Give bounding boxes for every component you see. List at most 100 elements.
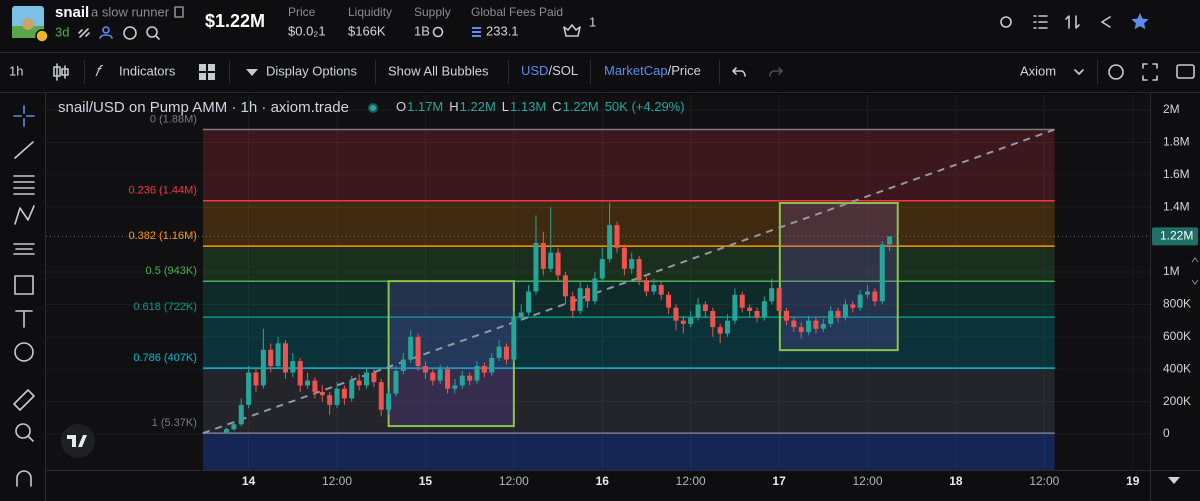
refresh-icon[interactable] [432, 26, 444, 38]
magnet-tool[interactable] [16, 470, 32, 487]
candle-body [643, 280, 649, 292]
candle-body [334, 388, 340, 405]
emoji-tool[interactable] [14, 342, 34, 362]
candle-body [253, 372, 259, 386]
toolbar: 1h 𝑓 Indicators Display Options Show All… [0, 60, 1200, 93]
fib-label: 0.786 (407K) [133, 352, 197, 364]
share-icon[interactable] [1101, 16, 1111, 28]
ohlc-key: L [502, 99, 509, 114]
chart-type-icon[interactable] [53, 63, 69, 81]
market-cap: $1.22M [205, 11, 265, 31]
candle-body [518, 312, 524, 318]
currency-toggle[interactable]: USD/SOL [521, 63, 578, 78]
candle-body [577, 288, 583, 311]
candle-body [776, 288, 782, 311]
y-tick-label: 1.8M [1163, 135, 1190, 149]
candle-body [570, 296, 576, 311]
link-icon[interactable] [78, 28, 90, 38]
shape-tool[interactable] [14, 275, 34, 295]
candle-body [371, 372, 377, 383]
bubbles-button[interactable]: Show All Bubbles [388, 63, 489, 78]
fib-tool[interactable] [13, 175, 35, 195]
candle-body [378, 382, 384, 410]
provider-select[interactable]: Axiom [1020, 63, 1056, 78]
fib-label: 0.236 (1.44M) [128, 185, 196, 197]
stat-value: $166K [348, 23, 386, 38]
zoom-tool[interactable] [15, 423, 31, 439]
undo-icon[interactable] [732, 67, 746, 77]
user-icon[interactable] [102, 26, 110, 34]
logo-snail [22, 18, 34, 30]
y-tick-label: 400K [1163, 361, 1191, 375]
display-options[interactable]: Display Options [266, 63, 358, 78]
candle-body [540, 242, 546, 269]
fib-extension [202, 433, 1055, 470]
settings-icon[interactable] [1000, 16, 1012, 28]
candle-body [268, 349, 274, 367]
redo-icon[interactable] [769, 67, 783, 77]
search-icon[interactable] [146, 26, 158, 38]
chart: 0 (1.88M)0.236 (1.44M)0.382 (1.16M)0.5 (… [46, 93, 1200, 501]
y-tick-label: 1.4M [1163, 199, 1190, 213]
stat-value: 1B [414, 23, 430, 38]
chart-settings-icon[interactable] [1108, 64, 1124, 80]
candle-body [511, 317, 517, 360]
candle-body [702, 304, 708, 311]
candle-body [238, 404, 244, 425]
candle-body [621, 247, 627, 269]
pattern-tool[interactable] [14, 205, 35, 225]
candle-body [658, 285, 664, 295]
crosshair-tool[interactable] [13, 105, 35, 127]
sol-icon [472, 27, 481, 37]
y-tick-label: 200K [1163, 394, 1191, 408]
candle-body [857, 294, 863, 308]
x-tick-label: 18 [949, 474, 963, 488]
chevron-icon [1074, 69, 1084, 75]
snapshot-icon[interactable] [1176, 64, 1195, 79]
candle-body [231, 424, 237, 430]
swap-icon[interactable] [1065, 15, 1080, 29]
copy-icon[interactable] [174, 6, 184, 18]
y-tick-label: 800K [1163, 297, 1191, 311]
list-icon[interactable] [1033, 15, 1048, 29]
candle-body [459, 375, 465, 386]
candle-body [562, 275, 568, 297]
currency-active: USD [521, 63, 548, 78]
candle-body [437, 369, 443, 381]
layout-icon[interactable] [199, 64, 215, 80]
stat-label: Price [288, 5, 316, 19]
y-tick-label: 0 [1163, 426, 1170, 440]
candle-body [842, 304, 848, 318]
candle-body [555, 252, 561, 276]
mode-other: /Price [668, 63, 701, 78]
status-dot-core [370, 105, 376, 111]
interval[interactable]: 1h [9, 63, 23, 78]
fib-label: 0.618 (722K) [133, 301, 197, 313]
text-tool[interactable] [15, 310, 33, 328]
candle-body [297, 361, 303, 386]
candle-body [275, 343, 281, 367]
logo-badge [35, 29, 49, 43]
fib-label: 0 (1.88M) [150, 113, 197, 125]
candle-body [445, 369, 451, 389]
star-icon[interactable] [1131, 13, 1149, 30]
candle-body [503, 346, 509, 360]
candle-body [592, 278, 598, 302]
web-icon[interactable] [123, 26, 137, 40]
ohlc-key: H [449, 99, 458, 114]
currency-other: /SOL [548, 63, 578, 78]
ruler-tool[interactable] [13, 389, 35, 411]
last-price-label: 1.22M [1160, 229, 1193, 243]
y-tick-label: 1.6M [1163, 167, 1190, 181]
candle-body [769, 288, 775, 302]
trendline-tool[interactable] [14, 141, 34, 159]
fullscreen-icon[interactable] [1142, 63, 1158, 81]
candle-body [489, 357, 495, 373]
candle-body [260, 349, 266, 386]
candle-body [548, 252, 554, 269]
indicators-button[interactable]: Indicators [119, 63, 176, 78]
ohlc-change: 50K (+4.29%) [605, 99, 685, 114]
mode-toggle[interactable]: MarketCap/Price [604, 63, 701, 78]
projection-tool[interactable] [13, 243, 35, 255]
candle-body [386, 393, 392, 410]
